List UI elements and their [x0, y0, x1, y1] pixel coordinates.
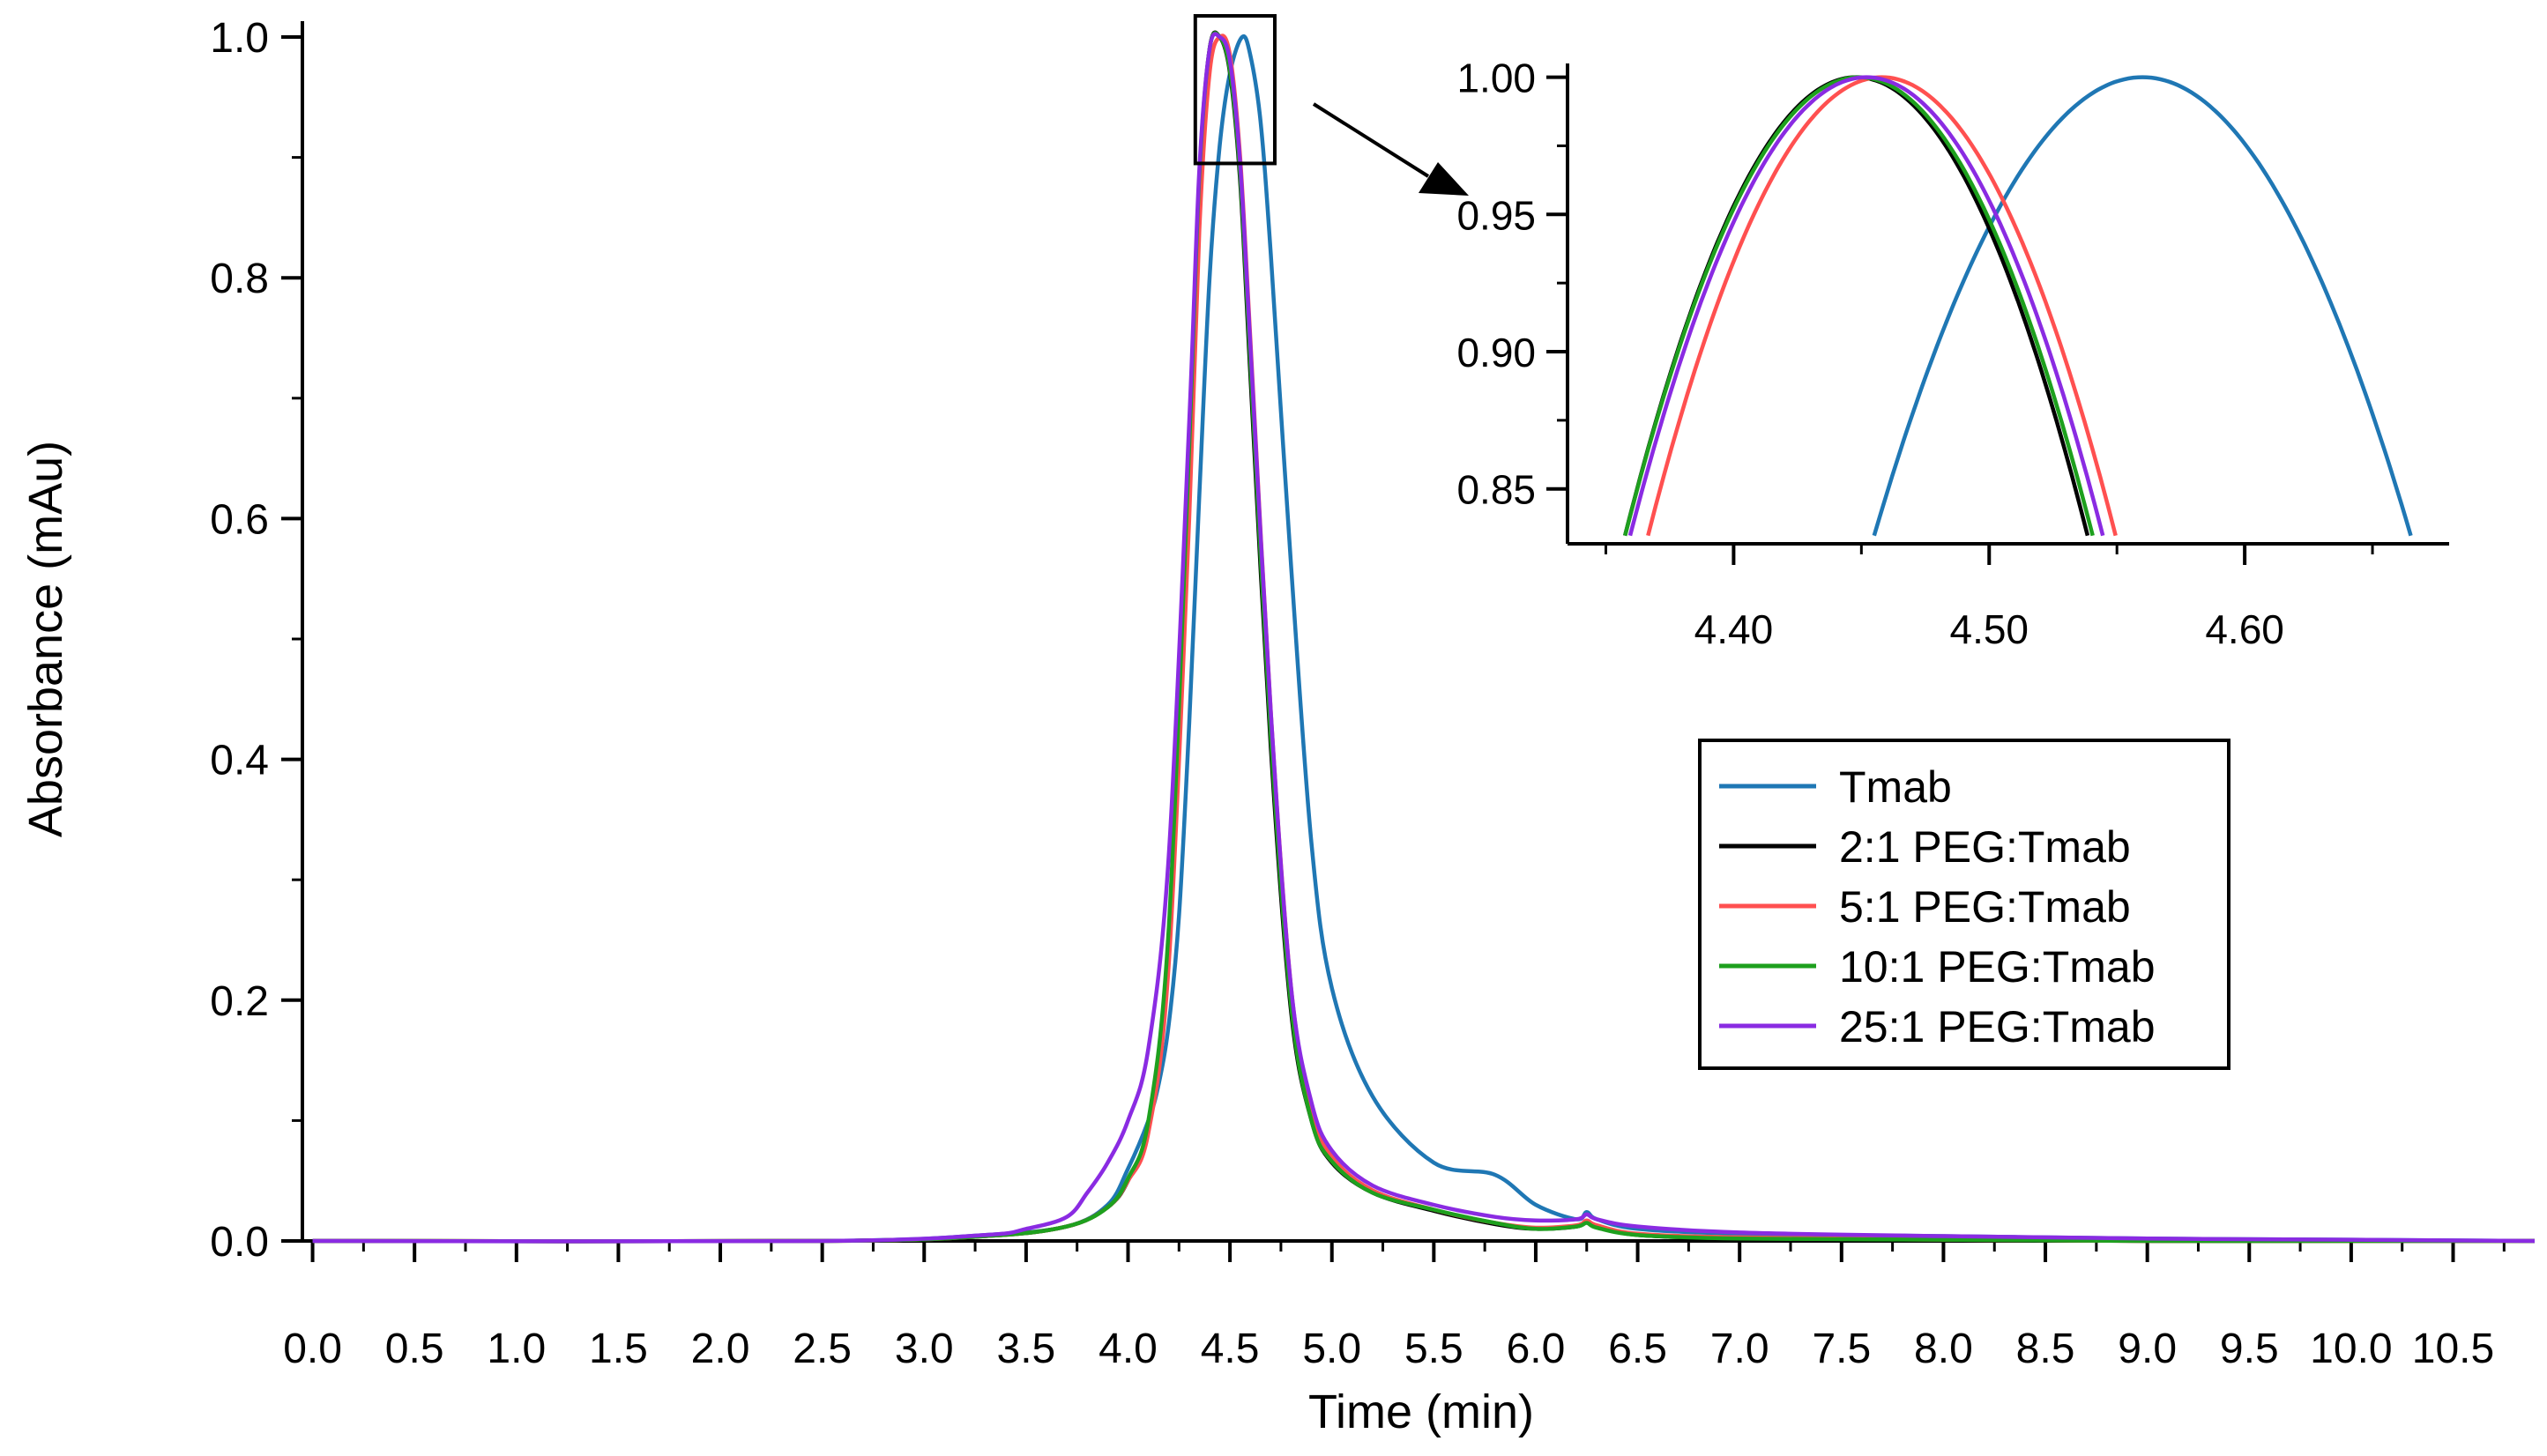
y-tick-label: 0.4 [210, 738, 269, 784]
zoom-arrow-line [1312, 102, 1430, 178]
inset-y-tick-label: 1.00 [1456, 56, 1536, 101]
x-tick-label: 7.5 [1812, 1326, 1871, 1372]
y-tick-label: 0.6 [210, 496, 269, 543]
x-tick-label: 10.5 [2412, 1326, 2494, 1372]
inset-x-tick-label: 4.50 [1949, 606, 2029, 652]
inset-y-tick-label: 0.90 [1456, 330, 1536, 375]
x-tick-label: 4.5 [1201, 1326, 1260, 1372]
legend-label: 25:1 PEG:Tmab [1839, 1002, 2156, 1051]
y-tick-label: 0.8 [210, 256, 269, 302]
x-tick-label: 6.5 [1608, 1326, 1667, 1372]
inset-series-line-3 [1623, 75, 2095, 537]
x-tick-label: 3.0 [895, 1326, 954, 1372]
x-tick-label: 10.0 [2310, 1326, 2392, 1372]
inset-series-line-2 [1646, 75, 2118, 537]
legend-label: 5:1 PEG:Tmab [1839, 882, 2131, 932]
legend-label: 10:1 PEG:Tmab [1839, 942, 2156, 992]
legend-label: Tmab [1839, 762, 1952, 812]
x-tick-label: 5.0 [1302, 1326, 1361, 1372]
y-axis-label: Absorbance (mAu) [19, 441, 72, 837]
inset-plot: 0.85 0.90 0.95 1.00 4.40 4.50 4.60 [1456, 56, 2449, 652]
x-tick-label: 1.0 [487, 1326, 546, 1372]
x-tick-label: 8.5 [2016, 1326, 2075, 1372]
y-tick-label: 0.2 [210, 978, 269, 1025]
x-tick-label: 4.0 [1098, 1326, 1158, 1372]
x-tick-label: 2.5 [793, 1326, 852, 1372]
series-line-0 [312, 34, 2536, 1244]
x-tick-label: 6.0 [1507, 1326, 1566, 1372]
x-tick-label: 8.0 [1914, 1326, 1973, 1372]
x-tick-label: 2.0 [691, 1326, 750, 1372]
x-tick-label: 1.5 [589, 1326, 648, 1372]
series-line-4 [312, 32, 2536, 1244]
inset-y-tick-label: 0.95 [1456, 192, 1536, 238]
inset-series-line-4 [1627, 75, 2105, 537]
x-tick-label: 5.5 [1404, 1326, 1463, 1372]
x-tick-label: 9.0 [2118, 1326, 2177, 1372]
inset-x-tick-label: 4.60 [2205, 606, 2284, 652]
x-tick-label: 9.5 [2220, 1326, 2279, 1372]
legend: Tmab 2:1 PEG:Tmab 5:1 PEG:Tmab 10:1 PEG:Tma… [1698, 739, 2230, 1070]
y-tick-label: 1.0 [210, 15, 269, 62]
zoom-box [1193, 14, 1277, 166]
x-axis-label: Time (min) [1308, 1385, 1534, 1438]
zoom-arrowhead [1419, 162, 1469, 196]
x-tick-label: 7.0 [1710, 1326, 1769, 1372]
inset-series-line-0 [1872, 75, 2413, 537]
main-plot: 0.0 0.2 0.4 0.6 0.8 1.0 0.0 0.5 1.0 1.5 2.0 2.5 3.0 3… [19, 14, 2536, 1438]
inset-x-tick-label: 4.40 [1694, 606, 1774, 652]
x-tick-label: 0.5 [385, 1326, 444, 1372]
legend-label: 2:1 PEG:Tmab [1839, 822, 2131, 872]
y-tick-label: 0.0 [210, 1219, 269, 1266]
x-tick-label: 0.0 [283, 1326, 342, 1372]
inset-y-tick-label: 0.85 [1456, 467, 1536, 513]
x-tick-label: 3.5 [997, 1326, 1056, 1372]
